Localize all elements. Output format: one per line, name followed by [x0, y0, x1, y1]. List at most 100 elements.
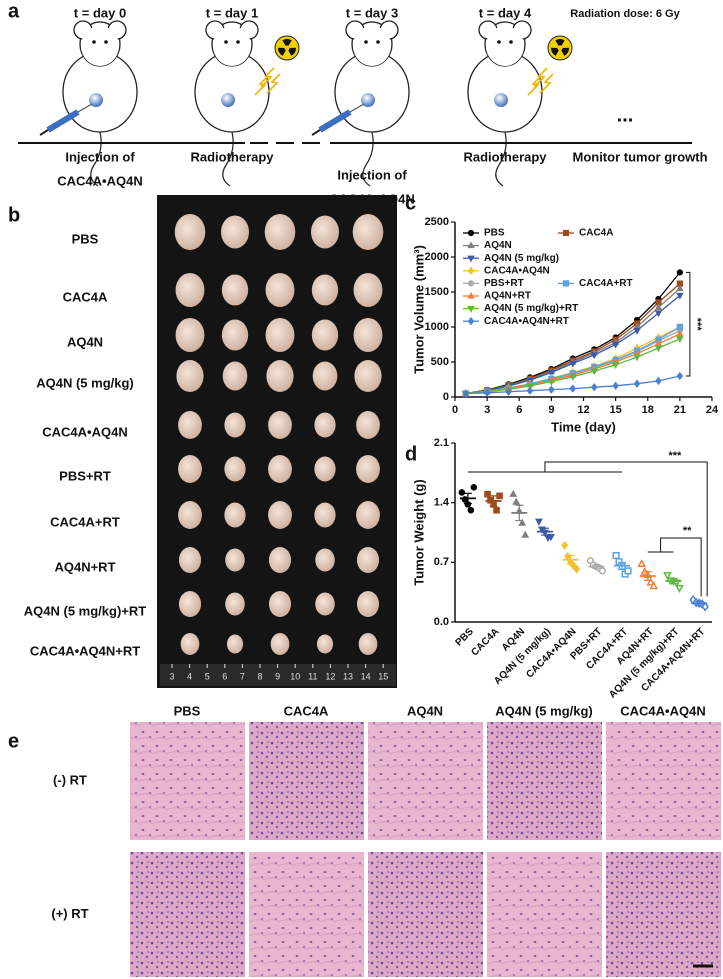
tumor-photo: [310, 215, 340, 249]
tumor-photo: [222, 361, 248, 391]
y-tick-label: 1500: [425, 286, 449, 298]
marker: [612, 551, 620, 560]
histology-image: [606, 722, 721, 840]
ruler-label: 5: [205, 671, 210, 681]
tumor-photo: [175, 318, 205, 352]
ruler-label: 3: [169, 671, 174, 681]
tumor-photo: [268, 501, 292, 529]
x-tick-label: 24: [706, 404, 719, 416]
row-label: AQ4N (5 mg/kg): [36, 375, 134, 390]
tumor-photo: [312, 361, 338, 391]
tumor-photo: [176, 360, 204, 392]
marker: [462, 389, 469, 398]
column-heading: AQ4N: [407, 703, 443, 718]
marker: [547, 534, 555, 542]
ruler-label: 4: [187, 671, 192, 681]
tumor-photo: [178, 455, 202, 483]
marker: [518, 518, 527, 526]
x-tick-label: 9: [548, 404, 554, 416]
histology-image: [130, 722, 245, 840]
y-axis-label: Tumor Weight (g): [411, 479, 426, 585]
tumor-photo: [315, 548, 335, 572]
x-tick-label: 15: [610, 404, 622, 416]
x-tick-label: 12: [577, 404, 589, 416]
dose: Radiation dose: 6 Gy: [570, 8, 680, 20]
ruler-label: 15: [378, 671, 388, 681]
tumor-photo: [180, 633, 200, 655]
tumor-photo: [224, 502, 246, 528]
tumor-photo: [356, 411, 380, 439]
marker: [675, 584, 684, 593]
mouse-eye: [104, 40, 108, 44]
marker: [637, 559, 647, 568]
marker: [493, 506, 500, 514]
marker: [676, 323, 683, 331]
marker: [573, 564, 581, 574]
tumor-photo: [354, 360, 382, 392]
tumor-photo: [221, 319, 249, 351]
ruler-label: 13: [343, 671, 353, 681]
x-tick-label: 3: [484, 404, 490, 416]
legend-marker: [467, 266, 475, 276]
ruler-label: 8: [257, 671, 262, 681]
marker: [655, 376, 662, 386]
tumor-photo: [264, 214, 296, 250]
column-heading: PBS: [174, 703, 201, 718]
row-label: PBS: [72, 231, 99, 246]
marker: [505, 387, 512, 396]
significance-bracket: [647, 537, 702, 597]
mouse-eye: [92, 40, 96, 44]
legend-label: AQ4N: [484, 240, 512, 251]
x-axis-label: Time (day): [551, 419, 616, 434]
legend-marker: [467, 255, 475, 263]
tumor: [361, 93, 375, 107]
row-label: CAC4A•AQ4N: [42, 424, 127, 439]
histology-image: [606, 852, 721, 977]
step-caption: Radiotherapy: [463, 149, 547, 164]
panel-label: c: [405, 192, 416, 214]
marker: [590, 352, 598, 360]
lightning: [539, 73, 554, 94]
error-bar: [566, 554, 575, 565]
y-tick-label: 500: [431, 356, 449, 368]
ruler-label: 12: [325, 671, 335, 681]
ruler-label: 11: [308, 671, 317, 681]
error-bar: [669, 577, 678, 585]
marker: [654, 310, 663, 318]
marker: [612, 381, 619, 391]
significance-bracket: [467, 461, 708, 597]
x-tick-label: 6: [516, 404, 522, 416]
mouse-head: [213, 26, 251, 66]
column-heading: AQ4N (5 mg/kg): [495, 703, 593, 718]
marker: [611, 362, 620, 369]
error-bar: [643, 571, 652, 581]
tumor-photo: [265, 318, 295, 352]
step-time: t = day 3: [346, 5, 398, 20]
tumor-photo: [315, 592, 335, 616]
panel-label: e: [8, 730, 19, 752]
tumor-photo: [178, 501, 202, 529]
y-axis-label: Tumor Volume (mm³): [411, 245, 426, 374]
error-bar: [489, 495, 498, 507]
error-bar: [695, 600, 704, 606]
marker: [535, 518, 543, 526]
row-label: CAC4A: [63, 289, 108, 304]
histology-image: [249, 852, 364, 977]
marker: [676, 284, 684, 292]
radiation-core: [557, 45, 563, 51]
legend-marker: [467, 280, 475, 287]
ellipsis: ...: [617, 104, 634, 126]
syringe: [46, 109, 80, 133]
tumor-photo: [356, 547, 380, 573]
histology-image: [487, 722, 602, 840]
marker: [676, 329, 684, 337]
legend-label: CAC4A+RT: [579, 278, 633, 289]
tumor-photo: [224, 456, 246, 482]
tumor: [494, 93, 508, 107]
error-bar: [515, 504, 524, 522]
histology-image: [368, 722, 483, 840]
tumor-photo: [270, 633, 290, 655]
tumor-photo: [225, 548, 245, 572]
tumor-photo: [353, 273, 383, 307]
x-tick-label: CAC4A: [469, 626, 501, 658]
